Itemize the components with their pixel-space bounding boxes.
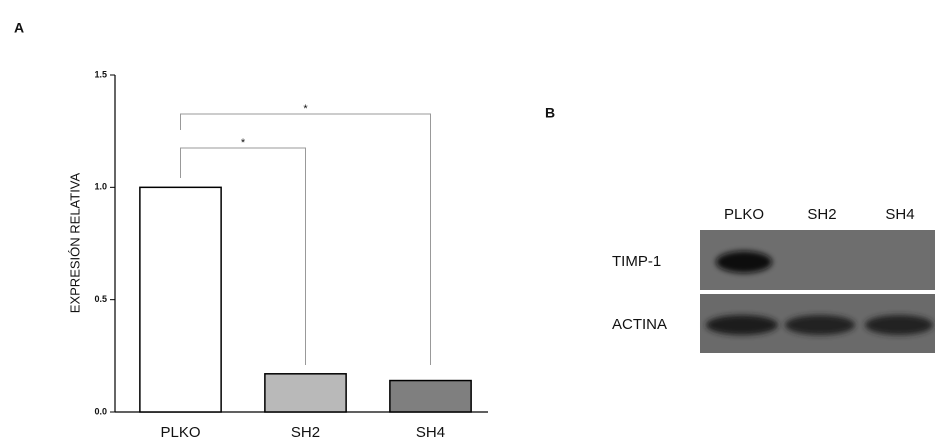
y-tick-label: 0.0: [94, 406, 107, 416]
x-tick-label: PLKO: [160, 424, 200, 441]
y-tick-label: 1.5: [94, 69, 107, 79]
y-tick-label: 0.5: [94, 294, 107, 304]
lane-label: SH2: [807, 206, 836, 223]
blot-band: [865, 315, 933, 335]
figure: A EXPRESIÓN RELATIVA 0.0 0.5 1.0 1.5 PLKO SH2…: [0, 0, 935, 441]
bar: [265, 374, 346, 412]
row-label: TIMP-1: [612, 253, 661, 270]
panel-label: B: [545, 105, 555, 121]
lane-label: PLKO: [724, 206, 764, 223]
panel-label: A: [14, 20, 24, 36]
y-tick-label: 1.0: [94, 182, 107, 192]
blot-band: [785, 315, 855, 335]
significance-label: *: [241, 137, 246, 149]
lane-label: SH4: [885, 206, 914, 223]
row-label: ACTINA: [612, 316, 667, 333]
blot-band: [716, 251, 772, 273]
y-axis-label: EXPRESIÓN RELATIVA: [67, 172, 82, 313]
western-blot: PLKO SH2 SH4 TIMP-1 ACTINA: [612, 206, 935, 353]
bar: [390, 381, 471, 412]
blot-band: [706, 315, 778, 335]
significance-label: *: [303, 103, 308, 115]
plot: 0.0 0.5 1.0 1.5 PLKO SH2 SH4 * *: [94, 69, 488, 441]
x-tick-label: SH2: [291, 424, 320, 441]
x-tick-label: SH4: [416, 424, 445, 441]
bar: [140, 187, 221, 412]
